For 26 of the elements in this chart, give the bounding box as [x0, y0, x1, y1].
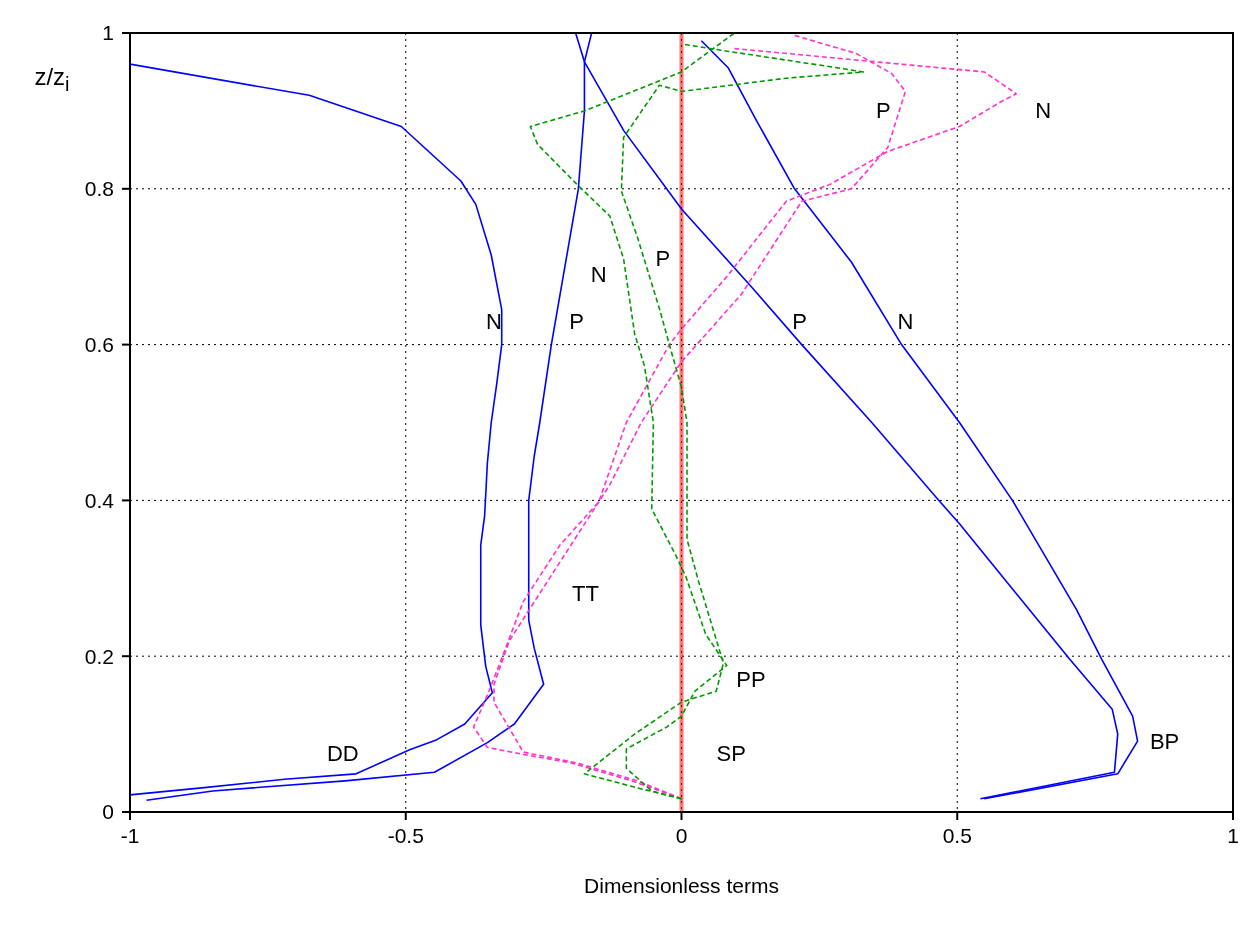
x-axis-title: Dimensionless terms — [583, 874, 780, 898]
annotation: BP — [1149, 729, 1180, 755]
annotation: P — [655, 246, 671, 272]
y-tick-label: 0.2 — [84, 644, 114, 668]
x-tick-label: 0 — [675, 823, 688, 847]
annotation: PP — [736, 667, 766, 693]
annotation: N — [1035, 98, 1052, 124]
annotation: P — [792, 308, 807, 334]
y-tick-label: 0.8 — [84, 177, 114, 201]
y-tick-label: 1 — [102, 21, 114, 45]
y-axis-title: z/z$_{i}$ — [33, 63, 71, 97]
x-tick-label: 0.5 — [942, 823, 972, 847]
annotation: N — [486, 308, 502, 334]
y-tick-label: 0.4 — [84, 488, 115, 512]
x-tick-label: 1 — [1227, 823, 1239, 847]
annotation: SP — [716, 741, 746, 767]
annotation: N — [590, 261, 607, 287]
y-tick-label: 0 — [102, 800, 114, 824]
annotation: N — [897, 308, 914, 334]
annotation: P — [876, 98, 891, 124]
annotation: TT — [572, 581, 599, 607]
annotation: DD — [326, 741, 359, 767]
y-tick-label: 0.6 — [84, 333, 114, 357]
x-tick-label: -1 — [120, 823, 140, 847]
annotation: P — [569, 308, 585, 334]
x-tick-label: -0.5 — [387, 823, 424, 847]
